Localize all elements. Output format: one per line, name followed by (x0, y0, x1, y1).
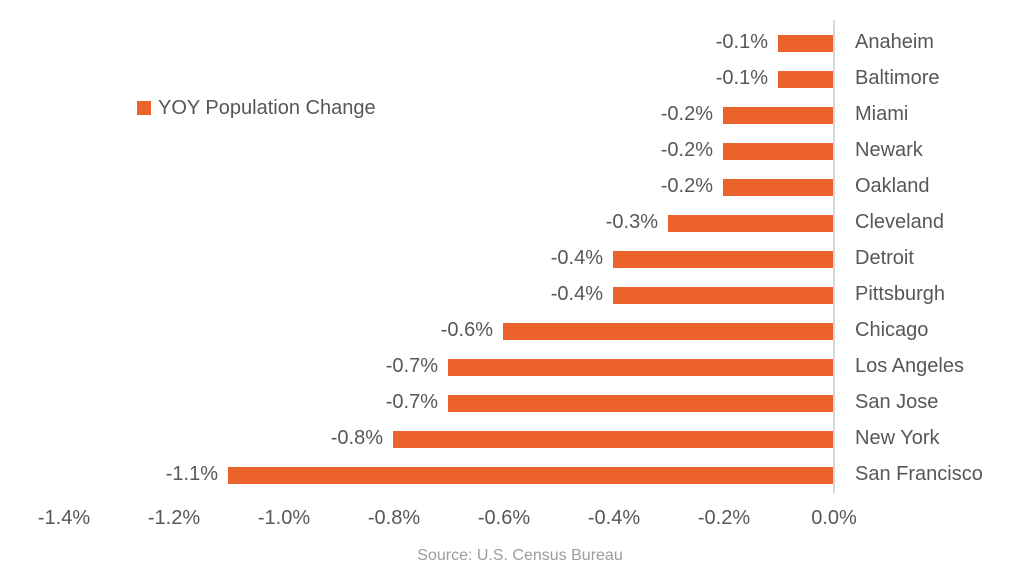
category-label: Los Angeles (855, 355, 964, 377)
bar (613, 250, 833, 268)
bar (613, 286, 833, 304)
x-tick-label: -0.2% (697, 507, 751, 529)
bar (393, 430, 833, 448)
bar-value-label: -0.2% (660, 175, 713, 197)
bar-row: -0.7% San Jose (0, 385, 1024, 421)
x-tick-label: -0.6% (477, 507, 531, 529)
bar-value-label: -0.3% (605, 211, 658, 233)
bar (723, 142, 833, 160)
bar-row: -0.1% Baltimore (0, 61, 1024, 97)
bar-row: -0.2% Newark (0, 133, 1024, 169)
bar-value-label: -0.4% (550, 283, 603, 305)
bar-value-label: -0.1% (715, 67, 768, 89)
category-label: Detroit (855, 247, 914, 269)
bar-row: -0.6% Chicago (0, 313, 1024, 349)
bar (228, 466, 833, 484)
x-tick-label: -1.4% (37, 507, 91, 529)
bar (723, 106, 833, 124)
bar-value-label: -0.2% (660, 139, 713, 161)
bar (448, 358, 833, 376)
chart-legend: YOY Population Change (137, 96, 376, 120)
bar-value-label: -0.7% (385, 391, 438, 413)
bar-row: -0.4% Pittsburgh (0, 277, 1024, 313)
bar-row: -0.2% Oakland (0, 169, 1024, 205)
bar-value-label: -1.1% (165, 463, 218, 485)
category-label: Oakland (855, 175, 930, 197)
bar-row: -0.2% Miami (0, 97, 1024, 133)
bar-row: -0.4% Detroit (0, 241, 1024, 277)
bar-value-label: -0.1% (715, 31, 768, 53)
bar-value-label: -0.4% (550, 247, 603, 269)
x-tick-label: -1.2% (147, 507, 201, 529)
category-label: San Francisco (855, 463, 983, 485)
bar (723, 178, 833, 196)
bar-row: -1.1% San Francisco (0, 457, 1024, 493)
category-label: Anaheim (855, 31, 934, 53)
bar-row: -0.7% Los Angeles (0, 349, 1024, 385)
bar-value-label: -0.2% (660, 103, 713, 125)
bar (448, 394, 833, 412)
bar-value-label: -0.6% (440, 319, 493, 341)
category-label: San Jose (855, 391, 939, 413)
category-label: Cleveland (855, 211, 944, 233)
legend-label: YOY Population Change (158, 97, 376, 119)
category-label: Newark (855, 139, 923, 161)
x-tick-label: 0.0% (811, 507, 857, 529)
bar-row: -0.8% New York (0, 421, 1024, 457)
category-label: Pittsburgh (855, 283, 946, 305)
category-label: Baltimore (855, 67, 940, 89)
x-tick-label: -1.0% (257, 507, 311, 529)
bar (778, 34, 833, 52)
bar-row: -0.1% Anaheim (0, 25, 1024, 61)
category-label: Miami (855, 103, 909, 125)
bar (503, 322, 833, 340)
bar-value-label: -0.8% (330, 427, 383, 449)
source-note: Source: U.S. Census Bureau (417, 547, 623, 564)
x-tick-label: -0.4% (587, 507, 641, 529)
bar (668, 214, 833, 232)
category-label: Chicago (855, 319, 929, 341)
category-label: New York (855, 427, 940, 449)
legend-swatch-icon (137, 101, 151, 115)
zero-axis-line (833, 20, 835, 493)
bar-value-label: -0.7% (385, 355, 438, 377)
x-tick-label: -0.8% (367, 507, 421, 529)
bar (778, 70, 833, 88)
bar-row: -0.3% Cleveland (0, 205, 1024, 241)
